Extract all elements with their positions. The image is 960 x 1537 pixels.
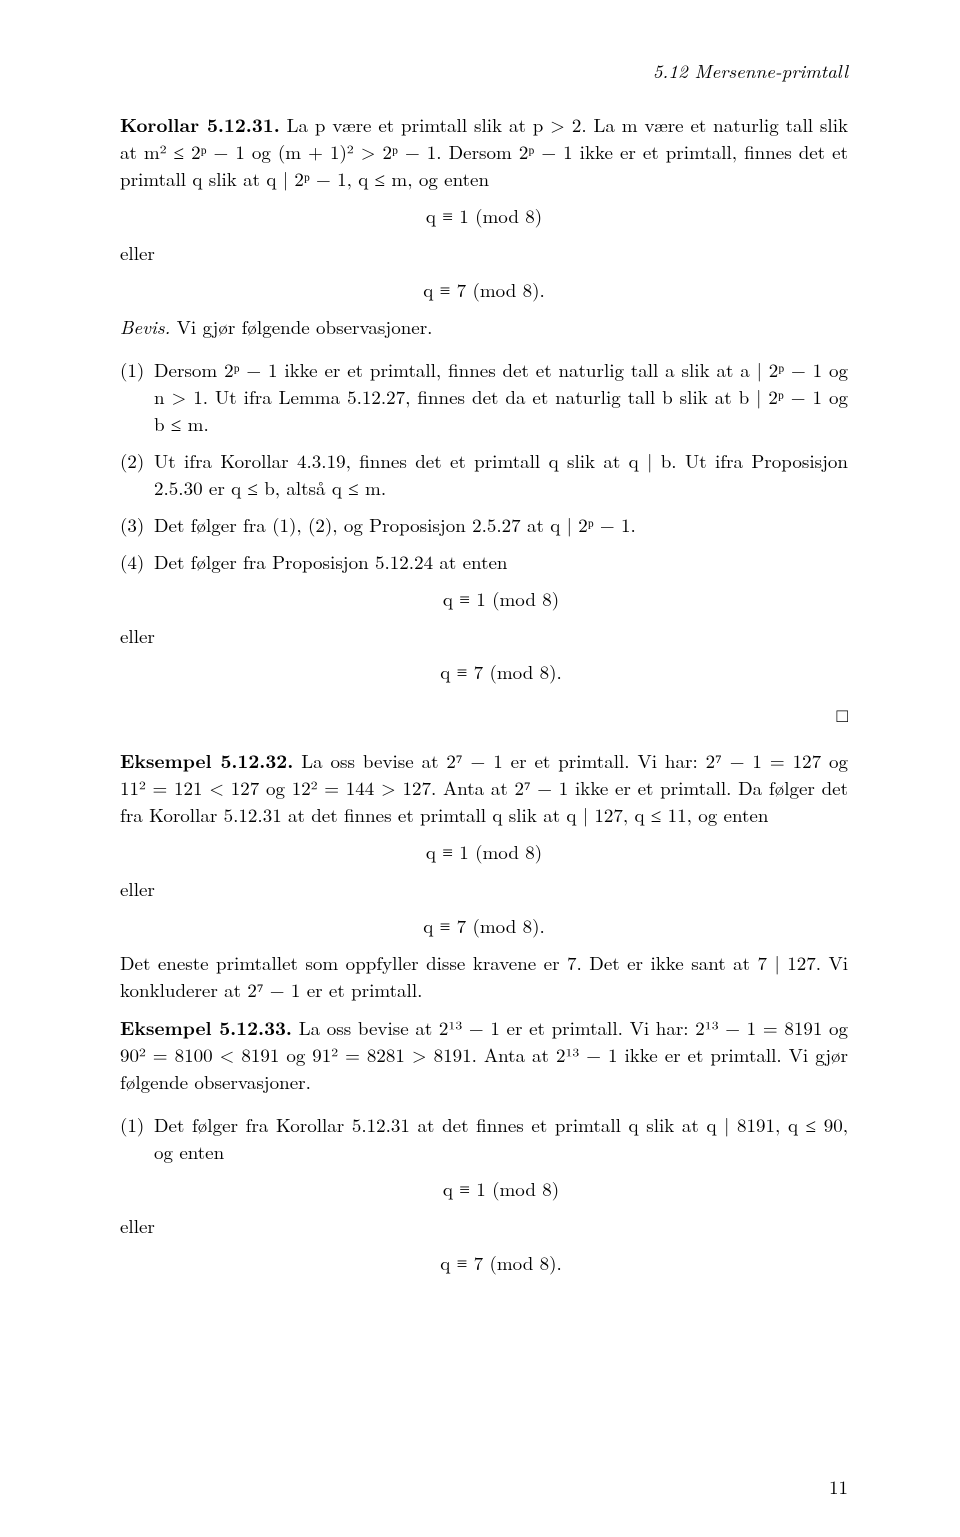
korollar-eq2: q ≡ 7 (mod 8). (120, 277, 848, 304)
bevis-item-2: (2) Ut ifra Korollar 4.3.19, finnes det … (120, 448, 848, 502)
korollar-eq1: q ≡ 1 (mod 8) (120, 203, 848, 230)
eksempel33-item1-eller: eller (120, 1213, 848, 1240)
bevis-label: Bevis. (120, 313, 170, 340)
korollar-label: Korollar 5.12.31. (120, 110, 280, 138)
bevis-item4-eq1: q ≡ 1 (mod 8) (154, 586, 848, 613)
eksempel33-item1-eq1: q ≡ 1 (mod 8) (154, 1176, 848, 1203)
section-header: 5.12 Mersenne-primtall (120, 58, 848, 85)
page: 5.12 Mersenne-primtall Korollar 5.12.31.… (0, 0, 960, 1537)
eksempel32-label: Eksempel 5.12.32. (120, 746, 293, 774)
bevis-item-3: (3) Det følger fra (1), (2), og Proposis… (120, 512, 848, 539)
eksempel32-eq2: q ≡ 7 (mod 8). (120, 913, 848, 940)
korollar-paragraph: Korollar 5.12.31. La p være et primtall … (120, 111, 848, 193)
bevis-item4-text: Det følger fra Proposisjon 5.12.24 at en… (154, 548, 507, 575)
eksempel33-label: Eksempel 5.12.33. (120, 1013, 292, 1041)
bevis-item-num: (2) (120, 448, 154, 502)
bevis-item4-eller: eller (120, 623, 848, 650)
bevis-item-body: Ut ifra Korollar 4.3.19, finnes det et p… (154, 448, 848, 502)
eksempel33-item-body: Det følger fra Korollar 5.12.31 at det f… (154, 1112, 848, 1287)
eksempel33-paragraph: Eksempel 5.12.33. La oss bevise at 2¹³ −… (120, 1014, 848, 1096)
bevis-item-num: (1) (120, 357, 154, 438)
eksempel33-item-num: (1) (120, 1112, 154, 1287)
eksempel32-eq1: q ≡ 1 (mod 8) (120, 839, 848, 866)
bevis-item-4: (4) Det følger fra Proposisjon 5.12.24 a… (120, 549, 848, 697)
eksempel32-conclusion: Det eneste primtallet som oppfyller diss… (120, 950, 848, 1004)
bevis-item4-eq2: q ≡ 7 (mod 8). (154, 659, 848, 686)
bevis-item-1: (1) Dersom 2ᵖ − 1 ikke er et primtall, f… (120, 357, 848, 438)
bevis-item-body: Det følger fra Proposisjon 5.12.24 at en… (154, 549, 848, 697)
bevis-item-body: Det følger fra (1), (2), og Proposisjon … (154, 512, 848, 539)
qed-symbol: □ (120, 702, 848, 729)
bevis-intro-paragraph: Bevis. Vi gjør følgende observasjoner. (120, 314, 848, 341)
korollar-eller: eller (120, 240, 848, 267)
eksempel33-item1-text: Det følger fra Korollar 5.12.31 at det f… (154, 1111, 848, 1165)
eksempel32-eller: eller (120, 876, 848, 903)
eksempel32-paragraph: Eksempel 5.12.32. La oss bevise at 2⁷ − … (120, 747, 848, 829)
eksempel33-item1-eq2: q ≡ 7 (mod 8). (154, 1250, 848, 1277)
bevis-item-body: Dersom 2ᵖ − 1 ikke er et primtall, finne… (154, 357, 848, 438)
bevis-list: (1) Dersom 2ᵖ − 1 ikke er et primtall, f… (120, 357, 848, 697)
bevis-item-num: (3) (120, 512, 154, 539)
bevis-intro-text: Vi gjør følgende observasjoner. (177, 313, 433, 340)
eksempel33-item-1: (1) Det følger fra Korollar 5.12.31 at d… (120, 1112, 848, 1287)
eksempel33-list: (1) Det følger fra Korollar 5.12.31 at d… (120, 1112, 848, 1287)
page-number: 11 (829, 1474, 848, 1501)
